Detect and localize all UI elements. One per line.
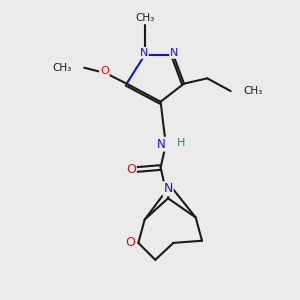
Text: N: N bbox=[140, 48, 148, 58]
Text: N: N bbox=[164, 182, 173, 195]
Text: CH₃: CH₃ bbox=[135, 13, 154, 23]
Text: O: O bbox=[100, 66, 109, 76]
Text: N: N bbox=[170, 48, 178, 58]
Text: O: O bbox=[125, 236, 135, 249]
Text: CH₃: CH₃ bbox=[243, 86, 263, 96]
Text: CH₃: CH₃ bbox=[52, 63, 71, 73]
Text: H: H bbox=[177, 138, 185, 148]
Text: N: N bbox=[157, 138, 166, 151]
Text: O: O bbox=[126, 163, 136, 176]
